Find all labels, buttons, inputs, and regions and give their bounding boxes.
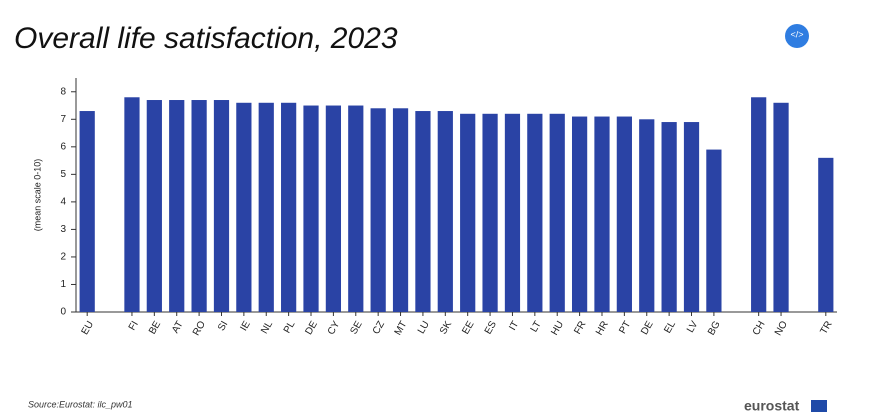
x-tick-label: TR: [818, 319, 834, 336]
x-tick-label: IE: [238, 319, 252, 333]
y-tick-label: 2: [60, 252, 66, 263]
x-tick-label: IT: [507, 319, 521, 332]
x-tick-label: EE: [460, 319, 476, 336]
brand: eurostat: [744, 398, 800, 414]
bar: [639, 119, 655, 312]
bar: [370, 108, 386, 313]
bar: [348, 105, 364, 312]
x-tick-label: PL: [282, 319, 298, 335]
x-tick-label: SK: [438, 319, 454, 336]
bar: [683, 122, 700, 312]
bar: [303, 105, 319, 312]
x-tick-label: LV: [685, 319, 700, 335]
bar: [191, 100, 207, 312]
x-tick-label: CY: [326, 319, 343, 337]
bar: [124, 97, 140, 312]
x-tick-label: EL: [662, 319, 678, 335]
bar: [504, 113, 521, 312]
bar: [258, 102, 274, 312]
bar: [169, 100, 185, 312]
bar: [281, 102, 297, 312]
source: Source:Eurostat: ilc_pw01: [28, 399, 133, 409]
bar: [415, 111, 431, 312]
bar: [616, 116, 632, 313]
flag: [811, 400, 827, 412]
bar: [661, 122, 677, 312]
svg-text:</>: </>: [790, 29, 803, 39]
x-tick-label: CH: [751, 319, 768, 337]
x-tick-label: CZ: [371, 319, 387, 336]
y-tick-label: 4: [60, 197, 66, 208]
bar: [706, 149, 722, 312]
bar: [392, 108, 409, 313]
bar: [818, 157, 834, 312]
x-tick-label: RO: [191, 319, 208, 338]
bar: [594, 116, 610, 313]
x-tick-label: EU: [80, 319, 96, 337]
x-tick-label: FR: [572, 319, 588, 336]
x-tick-label: HR: [594, 319, 611, 337]
bar: [549, 113, 565, 312]
x-tick-label: MT: [393, 319, 410, 337]
bar: [527, 113, 543, 312]
x-tick-label: SI: [216, 319, 230, 333]
y-tick-label: 3: [60, 224, 66, 235]
x-tick-label: DE: [639, 319, 656, 337]
x-tick-label: NO: [773, 319, 790, 338]
x-tick-label: FI: [127, 319, 141, 332]
bar: [460, 113, 476, 312]
y-tick-label: 8: [60, 86, 66, 97]
x-tick-label: NL: [259, 319, 275, 336]
y-axis-label: (mean scale 0-10): [32, 159, 42, 232]
bar: [325, 105, 342, 312]
x-tick-label: LT: [529, 319, 544, 334]
chart-title: Overall life satisfaction, 2023: [14, 22, 398, 55]
x-tick-label: BG: [706, 319, 723, 337]
y-tick-label: 6: [60, 141, 66, 152]
bar: [571, 116, 588, 313]
bar: [482, 113, 498, 312]
bar: [773, 102, 789, 312]
bar: [236, 102, 252, 312]
y-tick-label: 7: [60, 114, 66, 125]
x-tick-label: LU: [416, 319, 432, 336]
x-tick-label: HU: [549, 319, 566, 337]
x-tick-label: DE: [303, 319, 320, 337]
y-tick-label: 1: [60, 279, 66, 290]
x-tick-label: PT: [617, 319, 633, 336]
x-tick-label: ES: [483, 319, 499, 336]
x-tick-label: AT: [170, 319, 186, 335]
bar: [213, 100, 230, 312]
y-tick-label: 5: [60, 169, 66, 180]
bar: [751, 97, 767, 312]
y-tick-label: 0: [60, 307, 66, 318]
bar: [437, 111, 453, 312]
bar: [146, 100, 162, 312]
bar: [79, 111, 95, 312]
x-tick-label: BE: [147, 319, 163, 336]
x-tick-label: SE: [348, 319, 364, 336]
embed-button[interactable]: </>: [785, 24, 809, 48]
